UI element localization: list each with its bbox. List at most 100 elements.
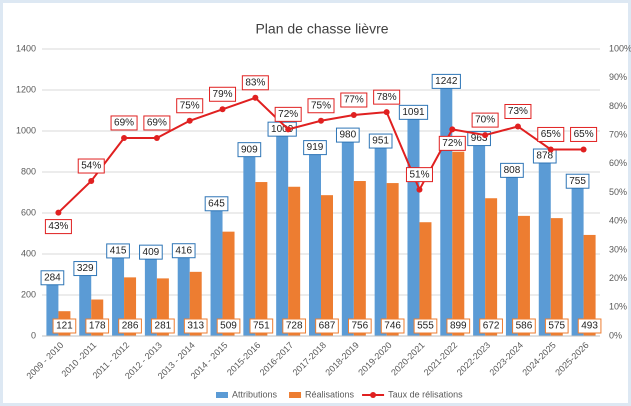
data-label-box [171, 243, 196, 259]
data-label-box [151, 318, 175, 334]
data-label-box [335, 127, 360, 143]
data-label-box [118, 318, 142, 334]
bar [485, 198, 498, 336]
data-label-box [500, 162, 524, 178]
bar [440, 81, 453, 336]
data-label: 77% [344, 95, 364, 106]
bar [112, 250, 125, 336]
legend-label: Attributions [232, 389, 278, 399]
data-label: 75% [311, 100, 331, 111]
data-label-box [44, 219, 72, 235]
data-label: 72% [278, 109, 298, 120]
y-tick-label: 200 [21, 289, 36, 299]
data-label-box [241, 75, 269, 91]
data-label: 415 [110, 246, 127, 257]
point [219, 106, 226, 113]
data-label: 83% [245, 77, 265, 88]
bar [243, 149, 256, 336]
data-label: 313 [187, 321, 204, 332]
data-label-box [204, 196, 229, 212]
bar [538, 156, 551, 336]
y2-tick-label: 100% [609, 43, 631, 53]
data-label: 493 [581, 321, 598, 332]
data-label: 78% [377, 92, 397, 103]
data-label-box [413, 318, 438, 334]
point [383, 109, 390, 116]
data-label: 919 [307, 142, 324, 153]
point [547, 146, 554, 153]
point [580, 146, 587, 153]
data-label-box [307, 98, 335, 114]
data-label: 1242 [435, 76, 458, 87]
data-label-box [106, 243, 130, 259]
point [514, 123, 521, 130]
y-tick-label: 0 [31, 330, 36, 340]
data-label: 73% [508, 106, 528, 117]
data-label: 687 [319, 321, 336, 332]
y2-tick-label: 30% [609, 244, 627, 254]
data-label-box [303, 140, 327, 156]
data-label: 75% [180, 100, 200, 111]
y2-tick-label: 20% [609, 273, 627, 283]
bar [386, 183, 399, 336]
data-label-box [139, 244, 163, 260]
y2-tick-label: 80% [609, 101, 627, 111]
point [186, 117, 193, 124]
data-label: 751 [253, 321, 270, 332]
data-label: 79% [213, 89, 233, 100]
bar [288, 186, 301, 336]
point [482, 132, 489, 139]
data-label-box [176, 98, 204, 114]
data-label-box [183, 318, 208, 334]
data-label-box [77, 158, 105, 174]
data-label: 951 [372, 136, 389, 147]
y2-tick-label: 70% [609, 129, 627, 139]
point [350, 112, 357, 119]
data-label: 51% [409, 169, 429, 180]
data-label-box [143, 115, 171, 131]
data-label: 808 [504, 165, 521, 176]
data-label-box [504, 103, 532, 119]
data-label-box [398, 104, 429, 120]
bar [321, 195, 333, 336]
data-label-box [267, 121, 297, 137]
bar [276, 129, 289, 336]
data-label: 281 [155, 321, 172, 332]
data-label: 899 [450, 321, 467, 332]
legend-swatch [216, 392, 228, 398]
data-label-box [446, 318, 471, 334]
data-label-box [237, 142, 262, 158]
bar [255, 182, 268, 336]
data-label-box [40, 270, 65, 286]
data-label: 69% [114, 118, 134, 129]
data-label-box [565, 173, 590, 189]
bar [374, 141, 387, 336]
y2-tick-label: 0% [609, 330, 622, 340]
bar [144, 252, 157, 336]
data-label: 409 [143, 247, 160, 258]
data-label-box [577, 318, 602, 334]
data-label-box [380, 318, 405, 334]
y2-tick-label: 10% [609, 302, 627, 312]
data-label-box [570, 126, 598, 142]
bar [517, 215, 530, 336]
y2-tick-label: 40% [609, 216, 627, 226]
data-label-box [249, 318, 274, 334]
point [252, 94, 259, 101]
data-label: 586 [516, 321, 533, 332]
data-label-box [368, 133, 393, 149]
data-label-box [431, 73, 461, 89]
data-label: 416 [175, 245, 192, 256]
bar [419, 222, 432, 336]
data-label: 69% [147, 118, 167, 129]
data-label-box [512, 318, 536, 334]
legend-swatch [289, 392, 302, 398]
data-label: 555 [417, 321, 434, 332]
data-label: 284 [44, 272, 61, 283]
y-tick-label: 400 [21, 248, 36, 258]
y-tick-label: 800 [21, 166, 36, 176]
data-label: 980 [339, 130, 356, 141]
data-label-box [315, 318, 339, 334]
data-label-box [73, 261, 98, 277]
